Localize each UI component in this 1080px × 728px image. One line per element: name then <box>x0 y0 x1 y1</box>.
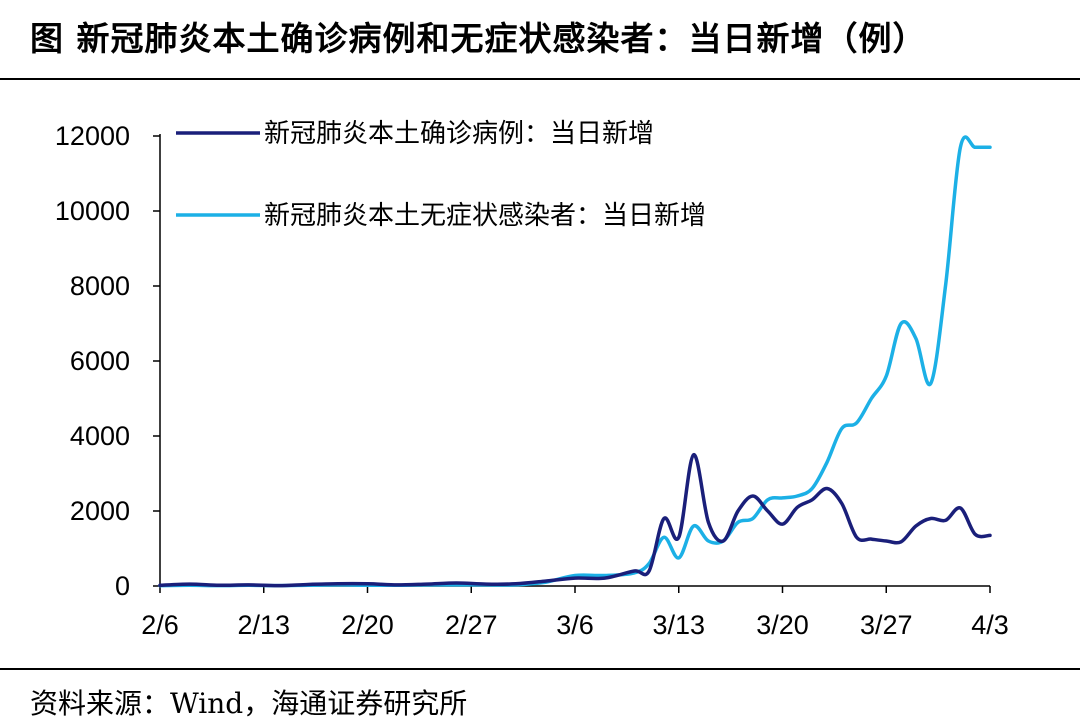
legend-entry: 新冠肺炎本土确诊病例：当日新增 <box>176 119 654 149</box>
source-divider <box>0 668 1080 670</box>
series-line-0 <box>158 453 992 588</box>
chart-series-layer <box>158 135 992 588</box>
y-tick-label: 0 <box>115 571 130 601</box>
y-tick-label: 4000 <box>70 421 130 451</box>
y-tick-label: 10000 <box>55 196 130 226</box>
title-divider <box>0 78 1080 80</box>
x-tick-label: 3/27 <box>860 610 913 640</box>
x-tick-label: 2/20 <box>341 610 394 640</box>
x-tick-label: 4/3 <box>971 610 1009 640</box>
source-note: 资料来源：Wind，海通证券研究所 <box>30 687 468 720</box>
legend-label: 新冠肺炎本土无症状感染者：当日新增 <box>264 201 706 231</box>
legend-entry: 新冠肺炎本土无症状感染者：当日新增 <box>176 201 706 231</box>
y-tick-label: 12000 <box>55 121 130 151</box>
x-tick-label: 3/13 <box>652 610 705 640</box>
chart-title: 图 新冠肺炎本土确诊病例和无症状感染者：当日新增（例） <box>30 19 927 58</box>
chart-axes: 0 2000 4000 6000 8000 10000 12000 2/6 2/13 2/20 2/… <box>55 121 1009 640</box>
x-tick-label: 2/27 <box>445 610 498 640</box>
y-tick-label: 8000 <box>70 271 130 301</box>
x-tick-label: 3/20 <box>756 610 809 640</box>
x-tick-label: 3/6 <box>556 610 594 640</box>
legend-label: 新冠肺炎本土确诊病例：当日新增 <box>264 119 654 149</box>
x-tick-label: 2/13 <box>237 610 290 640</box>
y-tick-label: 6000 <box>70 346 130 376</box>
x-tick-label: 2/6 <box>141 610 179 640</box>
y-tick-label: 2000 <box>70 496 130 526</box>
line-chart: 0 2000 4000 6000 8000 10000 12000 2/6 2/13 2/20 2/… <box>55 119 1009 640</box>
